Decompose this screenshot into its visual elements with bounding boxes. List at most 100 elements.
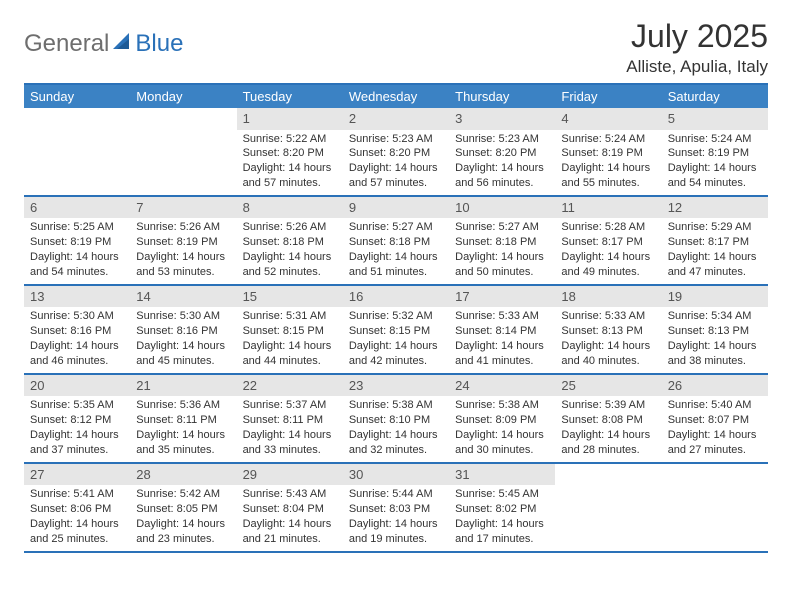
- day-number: 23: [343, 375, 449, 397]
- calendar-cell: 9Sunrise: 5:27 AMSunset: 8:18 PMDaylight…: [343, 197, 449, 284]
- day-number: 24: [449, 375, 555, 397]
- daylight-text: Daylight: 14 hours and 57 minutes.: [243, 161, 337, 191]
- cell-body: [555, 468, 661, 474]
- sunrise-text: Sunrise: 5:38 AM: [455, 398, 549, 413]
- sunset-text: Sunset: 8:19 PM: [136, 235, 230, 250]
- header: General Blue July 2025 Alliste, Apulia, …: [24, 18, 768, 77]
- daylight-text: Daylight: 14 hours and 54 minutes.: [30, 250, 124, 280]
- calendar-cell: 17Sunrise: 5:33 AMSunset: 8:14 PMDayligh…: [449, 286, 555, 373]
- page-title: July 2025: [626, 18, 768, 55]
- cell-body: Sunrise: 5:26 AMSunset: 8:18 PMDaylight:…: [237, 218, 343, 283]
- sunrise-text: Sunrise: 5:45 AM: [455, 487, 549, 502]
- calendar: Sunday Monday Tuesday Wednesday Thursday…: [24, 83, 768, 553]
- sunrise-text: Sunrise: 5:26 AM: [136, 220, 230, 235]
- day-number: 6: [24, 197, 130, 219]
- daylight-text: Daylight: 14 hours and 30 minutes.: [455, 428, 549, 458]
- daylight-text: Daylight: 14 hours and 17 minutes.: [455, 517, 549, 547]
- calendar-cell: 19Sunrise: 5:34 AMSunset: 8:13 PMDayligh…: [662, 286, 768, 373]
- day-number: 20: [24, 375, 130, 397]
- daylight-text: Daylight: 14 hours and 21 minutes.: [243, 517, 337, 547]
- daylight-text: Daylight: 14 hours and 50 minutes.: [455, 250, 549, 280]
- sunset-text: Sunset: 8:13 PM: [561, 324, 655, 339]
- daylight-text: Daylight: 14 hours and 41 minutes.: [455, 339, 549, 369]
- cell-body: Sunrise: 5:42 AMSunset: 8:05 PMDaylight:…: [130, 485, 236, 550]
- cell-body: [662, 468, 768, 474]
- weekday-row: Sunday Monday Tuesday Wednesday Thursday…: [24, 85, 768, 108]
- sunset-text: Sunset: 8:13 PM: [668, 324, 762, 339]
- calendar-cell: 31Sunrise: 5:45 AMSunset: 8:02 PMDayligh…: [449, 464, 555, 551]
- weekday-header: Wednesday: [343, 85, 449, 108]
- sunset-text: Sunset: 8:08 PM: [561, 413, 655, 428]
- cell-body: Sunrise: 5:24 AMSunset: 8:19 PMDaylight:…: [555, 130, 661, 195]
- calendar-cell: 5Sunrise: 5:24 AMSunset: 8:19 PMDaylight…: [662, 108, 768, 195]
- cell-body: Sunrise: 5:25 AMSunset: 8:19 PMDaylight:…: [24, 218, 130, 283]
- sunrise-text: Sunrise: 5:27 AM: [455, 220, 549, 235]
- calendar-cell: 20Sunrise: 5:35 AMSunset: 8:12 PMDayligh…: [24, 375, 130, 462]
- cell-body: Sunrise: 5:40 AMSunset: 8:07 PMDaylight:…: [662, 396, 768, 461]
- sunrise-text: Sunrise: 5:26 AM: [243, 220, 337, 235]
- sunset-text: Sunset: 8:19 PM: [561, 146, 655, 161]
- daylight-text: Daylight: 14 hours and 49 minutes.: [561, 250, 655, 280]
- sunset-text: Sunset: 8:03 PM: [349, 502, 443, 517]
- cell-body: Sunrise: 5:33 AMSunset: 8:13 PMDaylight:…: [555, 307, 661, 372]
- cell-body: Sunrise: 5:37 AMSunset: 8:11 PMDaylight:…: [237, 396, 343, 461]
- sunrise-text: Sunrise: 5:31 AM: [243, 309, 337, 324]
- sunrise-text: Sunrise: 5:25 AM: [30, 220, 124, 235]
- day-number: 8: [237, 197, 343, 219]
- logo-text-blue: Blue: [135, 30, 183, 58]
- sunrise-text: Sunrise: 5:33 AM: [455, 309, 549, 324]
- daylight-text: Daylight: 14 hours and 32 minutes.: [349, 428, 443, 458]
- weekday-header: Friday: [555, 85, 661, 108]
- calendar-cell: 12Sunrise: 5:29 AMSunset: 8:17 PMDayligh…: [662, 197, 768, 284]
- day-number: 5: [662, 108, 768, 130]
- sunset-text: Sunset: 8:15 PM: [243, 324, 337, 339]
- page: General Blue July 2025 Alliste, Apulia, …: [0, 0, 792, 571]
- cell-body: Sunrise: 5:31 AMSunset: 8:15 PMDaylight:…: [237, 307, 343, 372]
- sunrise-text: Sunrise: 5:22 AM: [243, 132, 337, 147]
- cell-body: Sunrise: 5:34 AMSunset: 8:13 PMDaylight:…: [662, 307, 768, 372]
- cell-body: Sunrise: 5:38 AMSunset: 8:10 PMDaylight:…: [343, 396, 449, 461]
- calendar-cell: 16Sunrise: 5:32 AMSunset: 8:15 PMDayligh…: [343, 286, 449, 373]
- calendar-cell: [662, 464, 768, 551]
- cell-body: Sunrise: 5:32 AMSunset: 8:15 PMDaylight:…: [343, 307, 449, 372]
- sunrise-text: Sunrise: 5:24 AM: [668, 132, 762, 147]
- sunset-text: Sunset: 8:19 PM: [30, 235, 124, 250]
- title-block: July 2025 Alliste, Apulia, Italy: [626, 18, 768, 77]
- cell-body: Sunrise: 5:23 AMSunset: 8:20 PMDaylight:…: [449, 130, 555, 195]
- day-number: 12: [662, 197, 768, 219]
- calendar-cell: 23Sunrise: 5:38 AMSunset: 8:10 PMDayligh…: [343, 375, 449, 462]
- day-number: 29: [237, 464, 343, 486]
- day-number: 14: [130, 286, 236, 308]
- sunrise-text: Sunrise: 5:35 AM: [30, 398, 124, 413]
- daylight-text: Daylight: 14 hours and 25 minutes.: [30, 517, 124, 547]
- calendar-cell: 30Sunrise: 5:44 AMSunset: 8:03 PMDayligh…: [343, 464, 449, 551]
- daylight-text: Daylight: 14 hours and 44 minutes.: [243, 339, 337, 369]
- daylight-text: Daylight: 14 hours and 46 minutes.: [30, 339, 124, 369]
- sunset-text: Sunset: 8:11 PM: [243, 413, 337, 428]
- weeks-container: 1Sunrise: 5:22 AMSunset: 8:20 PMDaylight…: [24, 108, 768, 553]
- calendar-cell: 13Sunrise: 5:30 AMSunset: 8:16 PMDayligh…: [24, 286, 130, 373]
- calendar-cell: 28Sunrise: 5:42 AMSunset: 8:05 PMDayligh…: [130, 464, 236, 551]
- calendar-cell: 2Sunrise: 5:23 AMSunset: 8:20 PMDaylight…: [343, 108, 449, 195]
- cell-body: Sunrise: 5:39 AMSunset: 8:08 PMDaylight:…: [555, 396, 661, 461]
- calendar-cell: [130, 108, 236, 195]
- calendar-cell: 1Sunrise: 5:22 AMSunset: 8:20 PMDaylight…: [237, 108, 343, 195]
- sunset-text: Sunset: 8:14 PM: [455, 324, 549, 339]
- sunset-text: Sunset: 8:10 PM: [349, 413, 443, 428]
- cell-body: Sunrise: 5:24 AMSunset: 8:19 PMDaylight:…: [662, 130, 768, 195]
- calendar-cell: 24Sunrise: 5:38 AMSunset: 8:09 PMDayligh…: [449, 375, 555, 462]
- calendar-cell: 26Sunrise: 5:40 AMSunset: 8:07 PMDayligh…: [662, 375, 768, 462]
- week-row: 27Sunrise: 5:41 AMSunset: 8:06 PMDayligh…: [24, 464, 768, 553]
- day-number: 31: [449, 464, 555, 486]
- sunrise-text: Sunrise: 5:29 AM: [668, 220, 762, 235]
- daylight-text: Daylight: 14 hours and 42 minutes.: [349, 339, 443, 369]
- sunrise-text: Sunrise: 5:40 AM: [668, 398, 762, 413]
- weekday-header: Tuesday: [237, 85, 343, 108]
- daylight-text: Daylight: 14 hours and 51 minutes.: [349, 250, 443, 280]
- cell-body: Sunrise: 5:45 AMSunset: 8:02 PMDaylight:…: [449, 485, 555, 550]
- cell-body: Sunrise: 5:41 AMSunset: 8:06 PMDaylight:…: [24, 485, 130, 550]
- calendar-cell: 10Sunrise: 5:27 AMSunset: 8:18 PMDayligh…: [449, 197, 555, 284]
- day-number: 10: [449, 197, 555, 219]
- daylight-text: Daylight: 14 hours and 19 minutes.: [349, 517, 443, 547]
- sunrise-text: Sunrise: 5:36 AM: [136, 398, 230, 413]
